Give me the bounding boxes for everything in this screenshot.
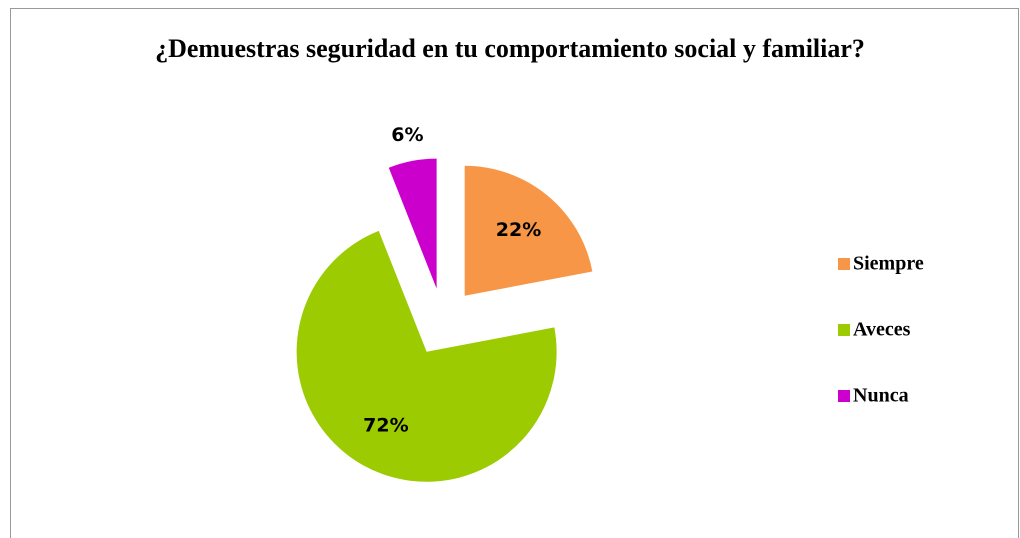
chart-title: ¿Demuestras seguridad en tu comportamien…: [155, 34, 865, 63]
legend-label: Siempre: [853, 253, 924, 275]
legend-swatch: [838, 390, 850, 402]
legend-swatch: [838, 258, 850, 270]
pie-slice: [464, 165, 593, 296]
legend-swatch: [838, 324, 850, 336]
data-label: 6%: [391, 124, 423, 146]
data-label: 22%: [496, 219, 541, 241]
legend-label: Nunca: [853, 385, 909, 407]
chart-frame: [10, 8, 1019, 538]
pie-slice: [388, 158, 437, 289]
legend-label: Aveces: [853, 319, 911, 341]
data-label: 72%: [363, 414, 408, 436]
pie-slice: [296, 230, 557, 482]
